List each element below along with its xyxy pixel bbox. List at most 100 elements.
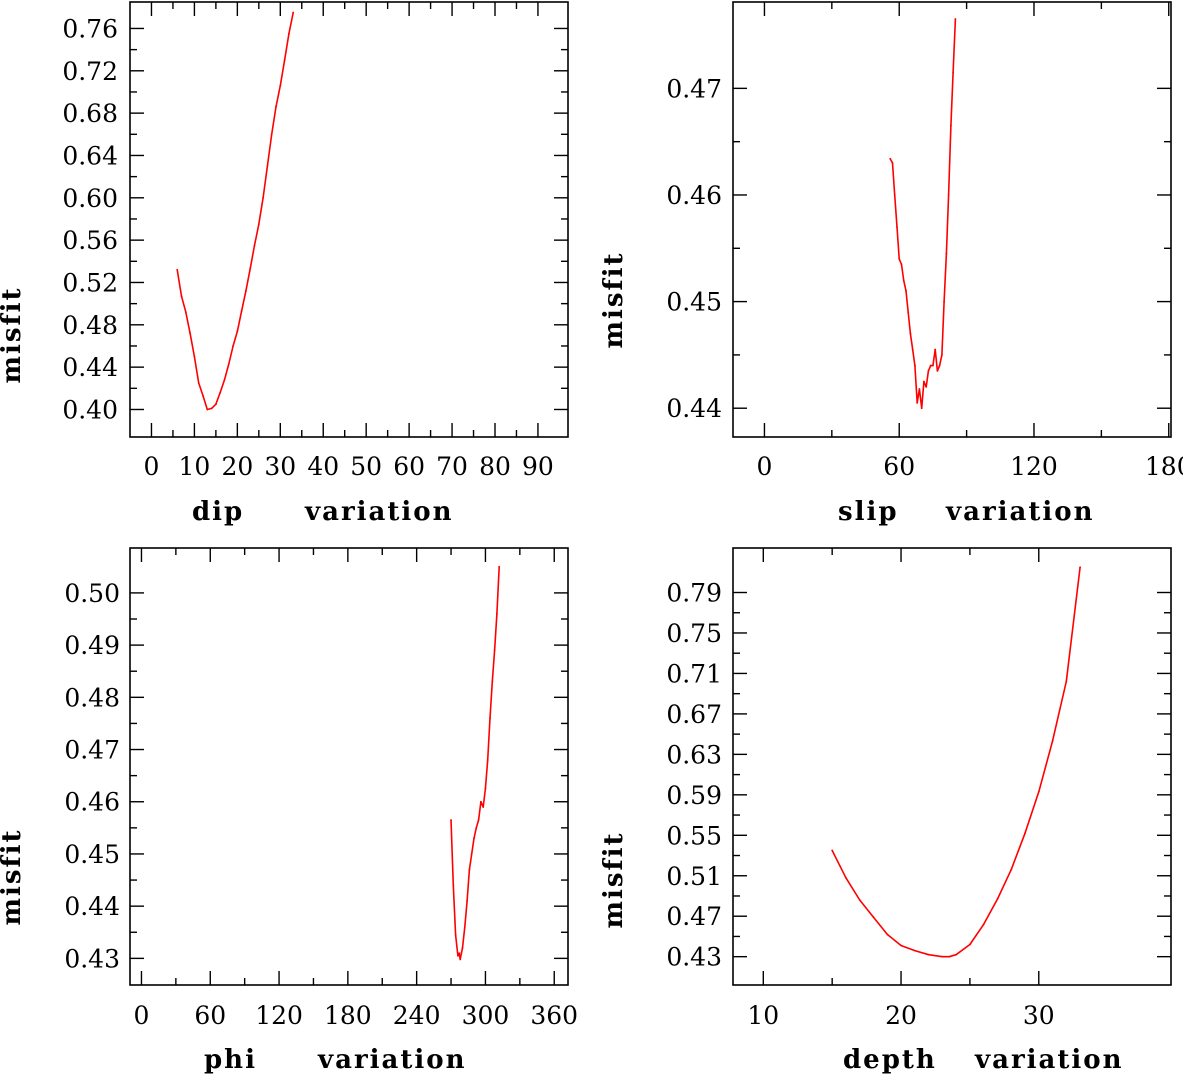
phi-data-point	[491, 680, 494, 683]
depth-ytick-label: 0.75	[666, 619, 722, 648]
depth-xlabel-0: depth	[843, 1045, 937, 1075]
dip-data-point	[206, 408, 209, 411]
phi-ylabel: misfit	[0, 828, 27, 925]
slip-xtick-label: 0	[756, 452, 772, 481]
slip-ylabel: misfit	[599, 251, 629, 348]
dip-xtick-label: 0	[144, 452, 160, 481]
dip-data-point	[262, 196, 265, 199]
dip-xtick-label: 40	[307, 452, 339, 481]
depth-data-point	[900, 944, 902, 947]
depth-data-point	[858, 899, 861, 901]
dip-data-point	[240, 310, 243, 312]
dip-xtick-label: 90	[522, 452, 554, 481]
depth-data-point	[886, 933, 889, 936]
dip-data-point	[249, 267, 252, 270]
phi-data-point	[470, 853, 473, 855]
phi-data-point	[496, 612, 498, 615]
phi-data-point	[452, 884, 455, 887]
slip-data-point	[918, 388, 921, 390]
dip-data-point	[236, 330, 239, 333]
phi-data-point	[459, 958, 462, 961]
dip-data-point	[210, 407, 213, 410]
slip-data-point	[938, 364, 941, 367]
slip-xtick-label: 60	[883, 452, 915, 481]
slip-xlabel-0: slip	[838, 497, 899, 527]
phi-plot-frame	[129, 547, 569, 986]
phi-xtick-label: 360	[530, 1001, 578, 1030]
depth-data-point	[969, 943, 971, 946]
slip-xtick-label: 180	[1145, 452, 1183, 481]
dip-data-point	[275, 105, 277, 108]
depth-data-point	[872, 916, 875, 919]
slip-series-line	[889, 19, 957, 410]
depth-ytick-label: 0.43	[666, 943, 722, 972]
phi-data-point	[493, 649, 496, 652]
phi-ytick-label: 0.46	[64, 788, 120, 817]
dip-data-point	[197, 382, 200, 384]
slip-data-point	[929, 364, 932, 367]
depth-data-point	[1024, 832, 1026, 835]
dip-xtick-label: 60	[393, 452, 425, 481]
slip-data-point	[907, 311, 910, 314]
slip-data-point	[916, 401, 919, 404]
dip-data-point	[279, 84, 282, 87]
depth-ytick-label: 0.71	[666, 659, 722, 688]
dip-plot-frame	[129, 1, 569, 438]
dip-data-point	[223, 378, 226, 381]
depth-xtick-label: 30	[1023, 1001, 1055, 1030]
slip-data-point	[889, 157, 892, 160]
dip-xtick-label: 70	[436, 452, 468, 481]
slip-xtick-label: 120	[1010, 452, 1058, 481]
dip-ytick-label: 0.44	[62, 353, 118, 382]
dip-xlabel-1: variation	[304, 497, 454, 527]
slip-data-point	[923, 380, 925, 383]
phi-xtick-label: 60	[194, 1001, 226, 1030]
dip-ytick-label: 0.60	[62, 184, 118, 213]
phi-data-point	[477, 819, 480, 821]
slip-data-point	[911, 348, 914, 351]
depth-data-point	[941, 955, 944, 958]
phi-xtick-label: 240	[393, 1001, 441, 1030]
phi-data-point	[454, 933, 457, 936]
depth-plot-frame	[732, 547, 1172, 986]
depth-panel: 0.43 0.47 0.51 0.55 0.59 0.63 0.67 0.71 0.75 0.79…	[599, 547, 1172, 1075]
slip-data-point	[932, 364, 934, 367]
phi-data-point	[461, 947, 464, 949]
slip-ytick-label: 0.47	[666, 74, 722, 103]
dip-data-point	[287, 32, 290, 35]
slip-data-point	[905, 290, 907, 292]
dip-xtick-label: 10	[179, 452, 211, 481]
slip-data-point	[896, 226, 898, 228]
dip-ytick-label: 0.48	[62, 311, 118, 340]
dip-xlabel-0: dip	[192, 497, 244, 527]
depth-data-point	[1010, 868, 1013, 871]
slip-ytick-label: 0.45	[666, 288, 722, 317]
dip-xtick-label: 20	[221, 452, 253, 481]
slip-data-point	[900, 263, 903, 266]
depth-data-point	[948, 955, 951, 958]
depth-data-point	[1037, 790, 1040, 793]
depth-data-point	[831, 849, 834, 852]
dip-ytick-label: 0.72	[62, 57, 118, 86]
depth-data-point	[913, 949, 916, 952]
phi-data-point	[489, 717, 491, 720]
phi-ytick-label: 0.48	[64, 683, 120, 712]
slip-data-point	[934, 348, 937, 351]
dip-data-point	[253, 244, 256, 247]
depth-xtick-label: 20	[885, 1001, 917, 1030]
slip-data-point	[891, 162, 894, 164]
depth-data-point	[845, 876, 847, 879]
dip-data-point	[180, 295, 183, 298]
phi-data-point	[498, 565, 501, 568]
phi-data-point	[486, 759, 489, 761]
slip-data-point	[914, 364, 916, 367]
phi-xtick-label: 120	[255, 1001, 303, 1030]
dip-data-point	[202, 394, 204, 397]
depth-data-point	[1065, 680, 1068, 683]
dip-data-point	[270, 133, 273, 136]
phi-panel: 0.43 0.44 0.45 0.46 0.47 0.48 0.49 0.50 0 60 120 18…	[0, 547, 578, 1075]
phi-xtick-label: 180	[324, 1001, 372, 1030]
dip-data-point	[266, 165, 269, 167]
dip-xtick-label: 50	[350, 452, 382, 481]
